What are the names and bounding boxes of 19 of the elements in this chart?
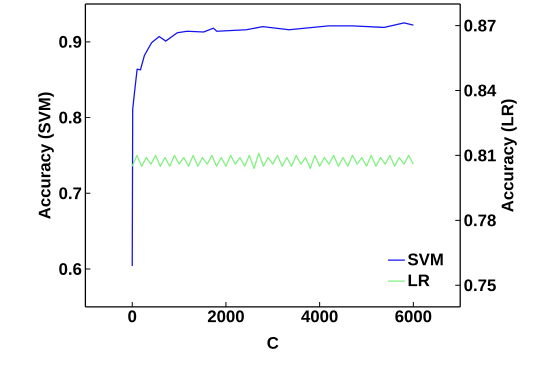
x-axis-title: C <box>267 336 278 349</box>
line-series <box>132 152 414 169</box>
y2-tick-label: 0.75 <box>464 279 496 292</box>
y2-tick-label: 0.81 <box>464 149 496 162</box>
y2-tick-label: 0.78 <box>464 214 496 226</box>
legend-label: SVM <box>408 253 443 266</box>
y-axis-title: Accuracy (SVM) <box>38 92 54 219</box>
x-tick-label: 0 <box>128 310 136 322</box>
x-tick-label: 2000 <box>208 310 244 322</box>
y2-axis-title: Accuracy (LR) <box>501 99 517 212</box>
y-tick-label: 0.9 <box>59 36 82 48</box>
y-tick-label: 0.6 <box>59 263 82 275</box>
y2-tick-label: 0.87 <box>464 20 496 32</box>
y-tick-label: 0.8 <box>59 112 82 124</box>
legend-label: LR <box>408 274 430 286</box>
y-tick-label: 0.7 <box>59 187 82 200</box>
y2-tick-label: 0.84 <box>464 84 496 96</box>
x-tick-label: 6000 <box>395 310 432 322</box>
x-tick-label: 4000 <box>301 310 338 322</box>
